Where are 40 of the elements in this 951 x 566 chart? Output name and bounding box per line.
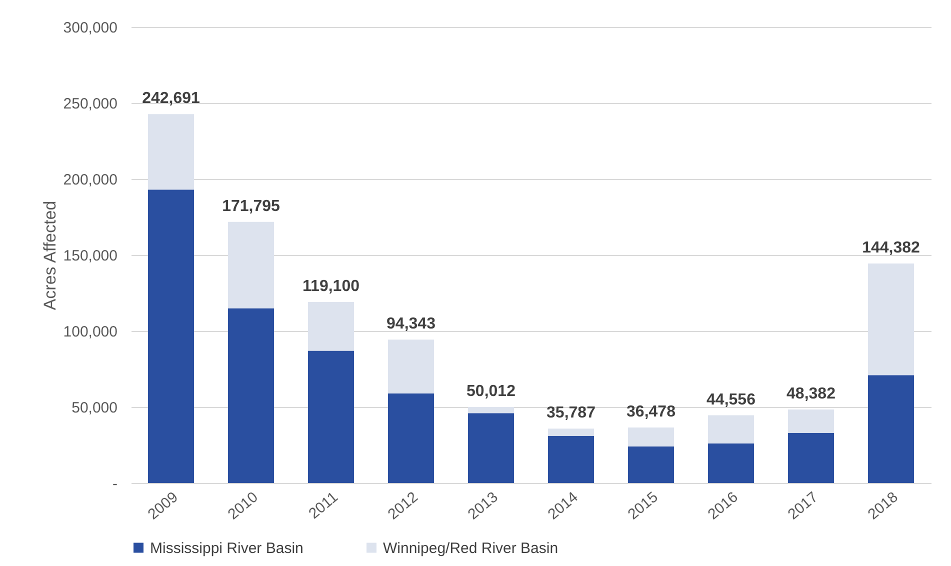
total-label: 94,343: [386, 316, 436, 333]
total-label: 35,787: [546, 404, 596, 422]
bar: [468, 413, 514, 483]
bar: [228, 308, 274, 483]
bar: [628, 446, 674, 483]
legend-label: Mississippi River Basin: [150, 540, 304, 557]
bar: [788, 432, 834, 483]
bar: [868, 264, 914, 376]
bar: [388, 393, 434, 483]
y-tick-label: 250,000: [63, 96, 118, 112]
y-tick-label: -: [112, 476, 118, 492]
total-label: 119,100: [302, 278, 360, 295]
total-label: 50,012: [466, 382, 516, 400]
bar: [708, 415, 754, 444]
bar: [628, 428, 674, 447]
total-label: 171,795: [222, 198, 280, 215]
bar: [308, 302, 354, 351]
bar: [148, 114, 194, 190]
bar: [388, 340, 434, 394]
bar: [868, 375, 914, 483]
bar: [788, 409, 834, 433]
bar: [708, 443, 754, 483]
bar: [308, 350, 354, 483]
y-tick-label: 150,000: [63, 248, 118, 264]
bar: [148, 190, 194, 483]
bar: [548, 436, 594, 483]
y-tick-label: 300,000: [63, 20, 118, 36]
bar: [548, 428, 594, 436]
total-label: 48,382: [786, 385, 836, 402]
bar: [468, 406, 514, 414]
y-tick-label: 100,000: [63, 324, 118, 340]
bar: [228, 222, 274, 308]
total-label: 36,478: [626, 404, 676, 421]
total-label: 44,556: [706, 391, 756, 408]
y-tick-label: 200,000: [63, 172, 118, 188]
y-axis-title: Acres Affected: [40, 200, 60, 310]
y-tick-label: 50,000: [72, 400, 118, 416]
legend-label: Winnipeg/Red River Basin: [383, 540, 558, 557]
total-label: 242,691: [142, 90, 200, 108]
total-label: 144,382: [862, 240, 920, 257]
